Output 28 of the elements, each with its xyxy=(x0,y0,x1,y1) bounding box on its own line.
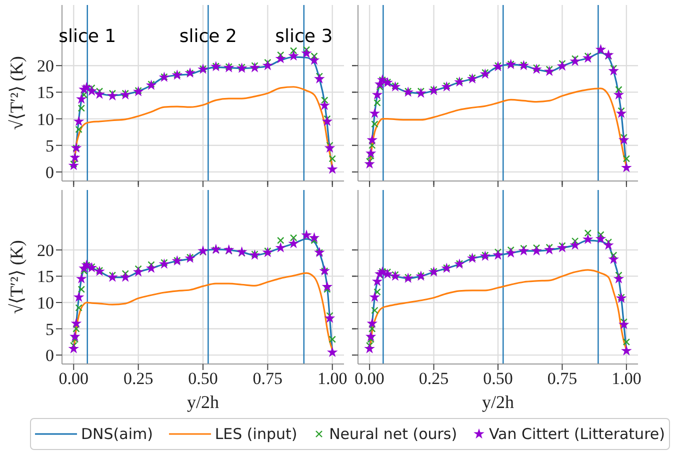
y-tick-label: 15 xyxy=(37,83,54,102)
y-axis-title: √⟨T′²⟩ (K) xyxy=(6,56,26,130)
x-tick-label: 1.00 xyxy=(317,369,348,388)
x-tick-label: 1.00 xyxy=(612,369,642,388)
x-tick-label: 0.25 xyxy=(418,369,449,388)
y-tick-label: 20 xyxy=(37,56,54,76)
legend-label: Neural net (ours) xyxy=(329,425,458,443)
y-tick-label: 5 xyxy=(46,136,54,156)
x-tick-label: 0.25 xyxy=(123,369,154,388)
y-tick-label: 10 xyxy=(37,110,54,129)
legend-label: LES (input) xyxy=(214,425,298,443)
legend-label: Van Cittert (Litterature) xyxy=(488,425,665,443)
x-axis-title: y/2h xyxy=(482,392,514,412)
y-tick-label: 0 xyxy=(46,346,54,366)
x-tick-label: 0.50 xyxy=(483,369,513,388)
y-tick-label: 5 xyxy=(46,320,54,339)
legend-label: DNS(aim) xyxy=(81,425,153,443)
x-tick-label: 0.00 xyxy=(354,369,384,388)
y-tick-label: 20 xyxy=(37,240,54,260)
x-tick-label: 0.50 xyxy=(188,369,218,388)
y-axis-title: √⟨T′²⟩ (K) xyxy=(6,240,26,314)
x-tick-label: 0.75 xyxy=(252,369,283,388)
y-tick-label: 10 xyxy=(37,294,54,313)
x-tick-label: 0.00 xyxy=(58,369,89,388)
y-tick-label: 15 xyxy=(37,267,54,286)
x-tick-label: 0.75 xyxy=(547,369,578,388)
y-tick-label: 0 xyxy=(46,162,54,182)
x-axis-title: y/2h xyxy=(186,392,220,412)
